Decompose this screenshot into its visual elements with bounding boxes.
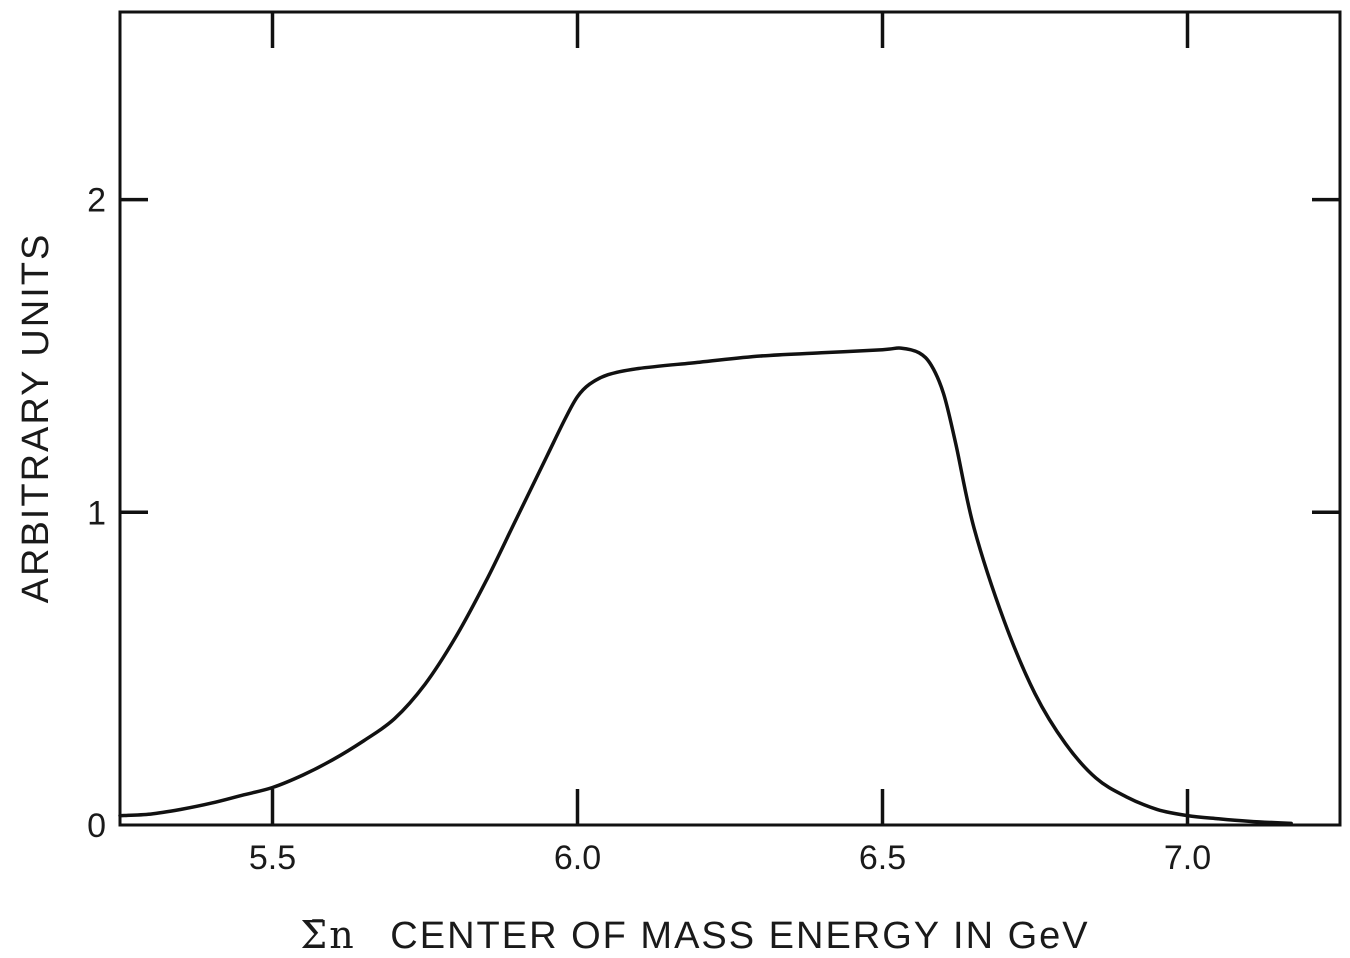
- series-line: [118, 346, 1293, 826]
- x-tick-label: 7.0: [1164, 839, 1211, 877]
- y-tick-label: 2: [87, 182, 106, 220]
- axis-ticks: [120, 12, 1340, 825]
- x-tick-label: 5.5: [249, 839, 296, 877]
- y-tick-label: 1: [87, 494, 106, 532]
- tick-labels: 5.5 6.0 6.5 7.0 0 1 2: [87, 182, 1211, 877]
- x-tick-label: 6.0: [554, 839, 601, 877]
- y-axis-title: ARBITRARY UNITS: [15, 233, 57, 604]
- x-axis-title: Σ̄n CENTER OF MASS ENERGY IN GeV: [300, 913, 1089, 957]
- x-axis-title-text: CENTER OF MASS ENERGY IN GeV: [390, 915, 1089, 957]
- plot-frame: [118, 10, 1342, 827]
- x-axis-title-symbol: Σ̄n: [300, 913, 355, 957]
- y-tick-label: 0: [87, 807, 106, 845]
- x-tick-label: 6.5: [859, 839, 906, 877]
